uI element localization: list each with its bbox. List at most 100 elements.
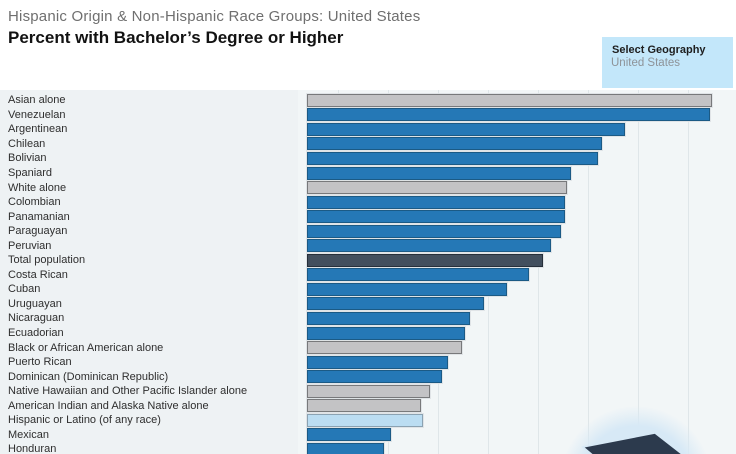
bar-track xyxy=(307,370,736,384)
category-label-black-or-african-american-alone: Black or African American alone xyxy=(8,341,164,354)
category-label-total-population: Total population xyxy=(8,254,86,267)
category-label-native-hawaiian-and-other-pacific-islander-alone: Native Hawaiian and Other Pacific Island… xyxy=(8,385,248,398)
bar-dominican-dominican-republic[interactable] xyxy=(307,370,442,384)
chart-row: Native Hawaiian and Other Pacific Island… xyxy=(0,384,736,399)
chart-row: Black or African American alone xyxy=(0,340,736,355)
category-label-venezuelan: Venezuelan xyxy=(8,108,66,121)
bar-uruguayan[interactable] xyxy=(307,297,484,311)
category-label-ecuadorian: Ecuadorian xyxy=(8,327,64,340)
category-label-puerto-rican: Puerto Rican xyxy=(8,356,72,369)
bar-track xyxy=(307,341,736,355)
bar-bolivian[interactable] xyxy=(307,151,598,165)
bar-cuban[interactable] xyxy=(307,282,507,296)
bar-black-or-african-american-alone[interactable] xyxy=(307,341,462,355)
bar-track xyxy=(307,181,736,195)
bar-american-indian-and-alaska-native-alone[interactable] xyxy=(307,399,421,413)
bar-track xyxy=(307,137,736,151)
bar-track xyxy=(307,297,736,311)
bar-hispanic-or-latino-of-any-race[interactable] xyxy=(307,413,423,427)
category-label-american-indian-and-alaska-native-alone: American Indian and Alaska Native alone xyxy=(8,399,209,412)
books-graduation-cap-icon xyxy=(581,432,684,454)
category-label-asian-alone: Asian alone xyxy=(8,94,66,107)
bar-track xyxy=(307,166,736,180)
chart-row: Panamanian xyxy=(0,209,736,224)
chart-row: Cuban xyxy=(0,282,736,297)
bar-track xyxy=(307,413,736,427)
category-label-peruvian: Peruvian xyxy=(8,239,52,252)
bar-track xyxy=(307,399,736,413)
bar-panamanian[interactable] xyxy=(307,210,565,224)
bar-chart: Asian alone Venezuelan Argentinean Chilean B… xyxy=(0,90,736,454)
bar-track xyxy=(307,122,736,136)
chart-row: Venezuelan xyxy=(0,108,736,123)
chart-row: Bolivian xyxy=(0,151,736,166)
chart-row: Argentinean xyxy=(0,122,736,137)
chart-row: Uruguayan xyxy=(0,297,736,312)
bar-track xyxy=(307,384,736,398)
bar-track xyxy=(307,268,736,282)
category-label-dominican-dominican-republic: Dominican (Dominican Republic) xyxy=(8,370,169,383)
bar-track xyxy=(307,442,736,454)
category-label-paraguayan: Paraguayan xyxy=(8,225,68,238)
category-label-honduran: Honduran xyxy=(8,443,57,454)
header: Hispanic Origin & Non-Hispanic Race Grou… xyxy=(8,7,420,49)
bar-chilean[interactable] xyxy=(307,137,602,151)
bar-track xyxy=(307,428,736,442)
chart-row: Hispanic or Latino (of any race) xyxy=(0,413,736,428)
chart-row: White alone xyxy=(0,180,736,195)
bar-track xyxy=(307,151,736,165)
bar-track xyxy=(307,224,736,238)
bar-track xyxy=(307,253,736,267)
bar-paraguayan[interactable] xyxy=(307,224,561,238)
bar-track xyxy=(307,210,736,224)
bar-honduran[interactable] xyxy=(307,442,384,454)
bar-ecuadorian[interactable] xyxy=(307,326,465,340)
category-label-nicaraguan: Nicaraguan xyxy=(8,312,65,325)
category-label-costa-rican: Costa Rican xyxy=(8,268,68,281)
chart-row: Costa Rican xyxy=(0,268,736,283)
chart-row: Paraguayan xyxy=(0,224,736,239)
bar-puerto-rican[interactable] xyxy=(307,355,448,369)
category-label-hispanic-or-latino-of-any-race: Hispanic or Latino (of any race) xyxy=(8,414,161,427)
bar-venezuelan[interactable] xyxy=(307,108,710,122)
category-label-bolivian: Bolivian xyxy=(8,152,47,165)
chart-row: Peruvian xyxy=(0,238,736,253)
bar-colombian[interactable] xyxy=(307,195,565,209)
bar-mexican[interactable] xyxy=(307,428,391,442)
chart-subtitle: Hispanic Origin & Non-Hispanic Race Grou… xyxy=(8,8,421,25)
category-label-uruguayan: Uruguayan xyxy=(8,297,62,310)
chart-row: Asian alone xyxy=(0,93,736,108)
category-label-mexican: Mexican xyxy=(8,428,49,441)
bar-argentinean[interactable] xyxy=(307,122,625,136)
chart-rows: Asian alone Venezuelan Argentinean Chilean B… xyxy=(0,93,736,454)
chart-row: Puerto Rican xyxy=(0,355,736,370)
bar-peruvian[interactable] xyxy=(307,239,551,253)
bar-asian-alone[interactable] xyxy=(307,93,712,107)
category-label-cuban: Cuban xyxy=(8,283,41,296)
bar-native-hawaiian-and-other-pacific-islander-alone[interactable] xyxy=(307,384,430,398)
bar-total-population[interactable] xyxy=(307,253,543,267)
chart-row: Total population xyxy=(0,253,736,268)
geography-selector-value[interactable]: United States xyxy=(611,57,681,69)
chart-row: Nicaraguan xyxy=(0,311,736,326)
chart-title: Percent with Bachelor’s Degree or Higher xyxy=(8,28,344,47)
category-label-panamanian: Panamanian xyxy=(8,210,70,223)
geography-selector-label: Select Geography xyxy=(612,44,706,56)
bar-costa-rican[interactable] xyxy=(307,268,529,282)
category-label-argentinean: Argentinean xyxy=(8,123,68,136)
bar-track xyxy=(307,93,736,107)
bar-nicaraguan[interactable] xyxy=(307,311,470,325)
chart-row: Chilean xyxy=(0,137,736,152)
bar-track xyxy=(307,326,736,340)
bar-spaniard[interactable] xyxy=(307,166,571,180)
chart-row: Mexican xyxy=(0,428,736,443)
bar-track xyxy=(307,108,736,122)
chart-row: Ecuadorian xyxy=(0,326,736,341)
bar-track xyxy=(307,282,736,296)
category-label-chilean: Chilean xyxy=(8,137,46,150)
chart-row: Colombian xyxy=(0,195,736,210)
bar-white-alone[interactable] xyxy=(307,181,567,195)
chart-row: Spaniard xyxy=(0,166,736,181)
geography-selector[interactable]: Select Geography United States xyxy=(602,37,733,88)
